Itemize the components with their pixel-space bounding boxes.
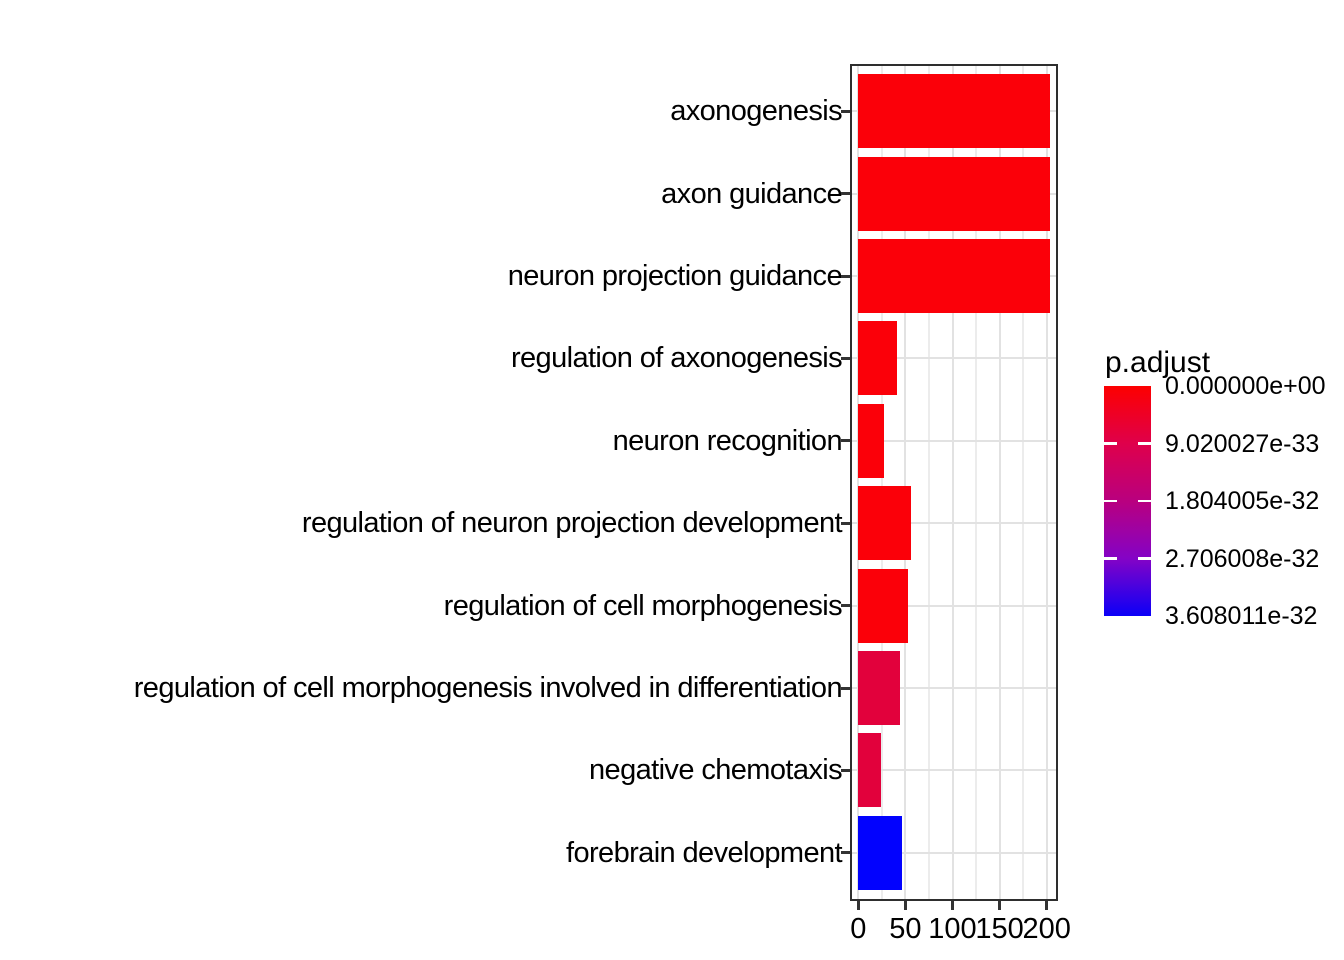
gridline-horizontal-major [852, 769, 1056, 772]
legend-tick-mark [1104, 499, 1117, 503]
y-tick-mark [841, 521, 850, 525]
legend-tick-mark [1138, 442, 1151, 445]
gridline-vertical-major [1045, 66, 1048, 899]
gridline-horizontal-major [852, 439, 1056, 442]
category-label: negative chemotaxis [589, 754, 843, 787]
gridline-vertical-minor [975, 66, 977, 899]
category-label: axon guidance [661, 177, 842, 210]
x-tick-label: 150 [975, 913, 1024, 945]
y-tick-mark [841, 851, 850, 855]
gridline-vertical-major [904, 66, 907, 899]
bar [858, 815, 902, 890]
y-tick-mark [841, 274, 850, 278]
x-tick-label: 50 [889, 913, 922, 945]
category-label: neuron recognition [612, 424, 843, 457]
category-label: regulation of cell morphogenesis [443, 589, 843, 622]
category-label: axonogenesis [670, 95, 842, 128]
legend-tick-label: 1.804005e-32 [1165, 487, 1320, 515]
gridline-vertical-minor [928, 66, 930, 899]
legend-tick-mark [1104, 557, 1117, 560]
category-label: regulation of axonogenesis [510, 342, 843, 375]
x-tick-mark [951, 901, 954, 910]
gridline-horizontal-major [852, 522, 1056, 525]
gridline-horizontal-major [852, 604, 1056, 607]
legend-tick-mark [1104, 442, 1117, 445]
legend-title: p.adjust [1105, 346, 1211, 379]
plot-panel [850, 64, 1058, 901]
legend-tick-label: 0.000000e+00 [1165, 372, 1326, 400]
x-tick-label: 200 [1022, 913, 1071, 945]
y-tick-mark [841, 109, 850, 113]
bar [858, 403, 884, 478]
legend-tick-mark [1138, 557, 1151, 560]
gridline-vertical-major [951, 66, 954, 899]
x-tick-mark [856, 901, 860, 910]
category-label: neuron projection guidance [507, 260, 843, 292]
legend-tick-label: 3.608011e-32 [1165, 602, 1318, 630]
bar [858, 733, 881, 808]
gridline-vertical-minor [881, 66, 883, 899]
bar [858, 156, 1050, 231]
bar [858, 568, 909, 643]
x-tick-label: 0 [850, 913, 867, 945]
x-tick-label: 100 [928, 913, 977, 945]
bar [858, 486, 912, 561]
x-tick-mark [998, 901, 1002, 910]
bar [858, 651, 900, 725]
x-tick-mark [1045, 901, 1049, 910]
bar [858, 239, 1050, 313]
y-tick-mark [841, 686, 850, 690]
bar [858, 321, 897, 396]
x-tick-mark [903, 901, 907, 910]
legend-tick-label: 2.706008e-32 [1165, 544, 1320, 573]
y-tick-mark [841, 356, 850, 360]
category-label: regulation of neuron projection developm… [301, 507, 843, 540]
gridline-vertical-major [857, 66, 860, 899]
legend-tick-mark [1138, 499, 1151, 503]
plot-area [852, 66, 1056, 899]
category-label: regulation of cell morphogenesis involve… [133, 672, 843, 704]
y-tick-mark [841, 439, 850, 443]
y-tick-mark [841, 768, 850, 772]
y-tick-mark [841, 192, 850, 196]
category-label: forebrain development [566, 836, 843, 869]
gridline-vertical-minor [1022, 66, 1024, 899]
gridline-horizontal-major [852, 687, 1056, 689]
legend-tick-label: 9.020027e-33 [1165, 429, 1320, 458]
y-tick-mark [841, 604, 850, 608]
gridline-vertical-major [998, 66, 1001, 899]
bar [858, 74, 1050, 149]
gridline-horizontal-major [852, 851, 1056, 854]
gridline-horizontal-major [852, 357, 1056, 360]
